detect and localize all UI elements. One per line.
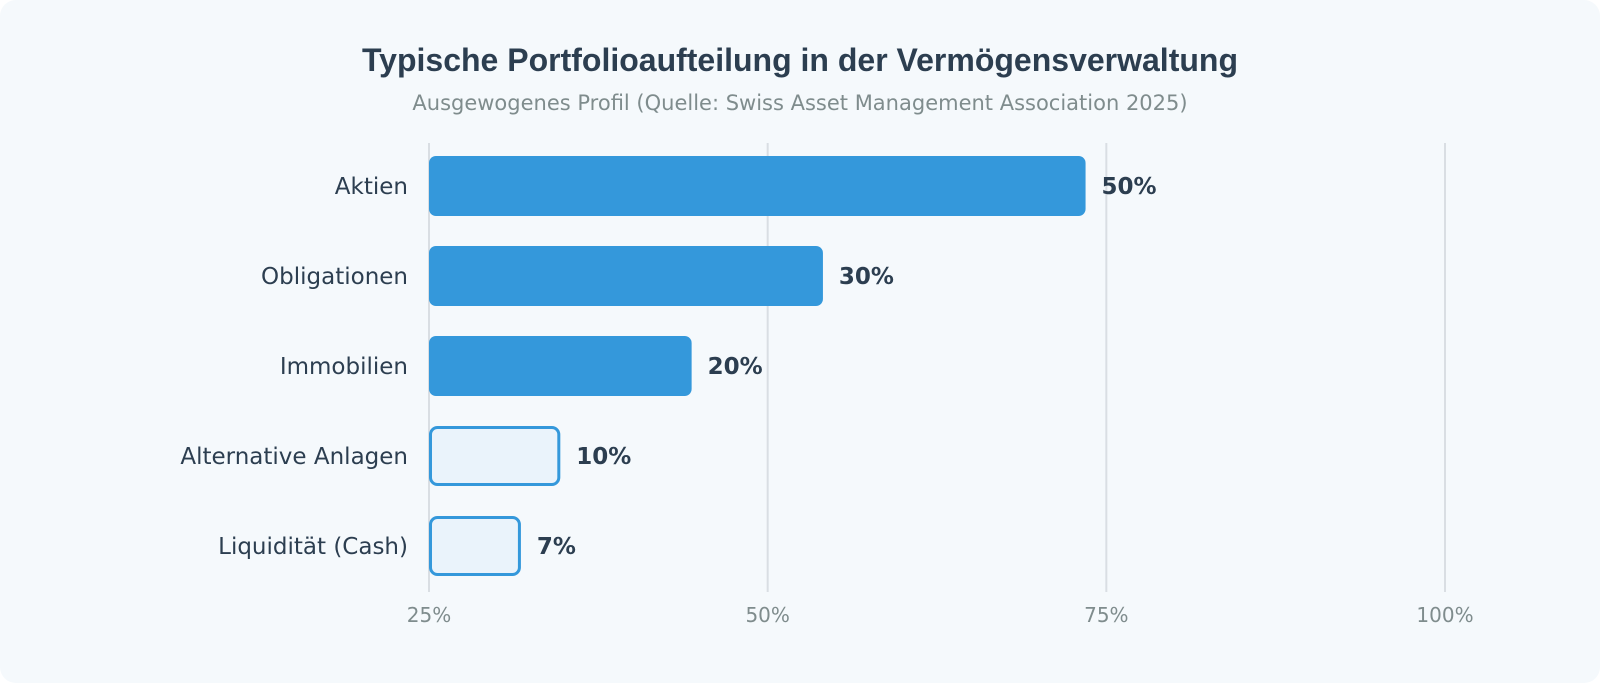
chart-subtitle: Ausgewogenes Profil (Quelle: Swiss Asset… xyxy=(412,91,1188,115)
value-label: 10% xyxy=(576,444,631,470)
bar-aktien xyxy=(429,156,1086,216)
bar-obligationen xyxy=(429,246,823,306)
x-tick-label: 50% xyxy=(745,603,789,627)
bar-liquidit-t-cash xyxy=(429,516,521,576)
category-label: Liquidität (Cash) xyxy=(218,534,408,560)
x-tick-label: 100% xyxy=(1416,603,1473,627)
chart-title: Typische Portfolioaufteilung in der Verm… xyxy=(362,42,1238,78)
category-label: Aktien xyxy=(335,174,408,200)
value-label: 30% xyxy=(839,264,894,290)
category-label: Obligationen xyxy=(261,264,408,290)
bar-alternative-anlagen xyxy=(429,426,561,486)
category-label: Immobilien xyxy=(280,354,408,380)
x-tick-label: 25% xyxy=(407,603,451,627)
x-tick-label: 75% xyxy=(1084,603,1128,627)
value-label: 20% xyxy=(708,354,763,380)
category-label: Alternative Anlagen xyxy=(180,444,408,470)
value-label: 7% xyxy=(537,534,576,560)
bar-immobilien xyxy=(429,336,692,396)
value-label: 50% xyxy=(1102,174,1157,200)
